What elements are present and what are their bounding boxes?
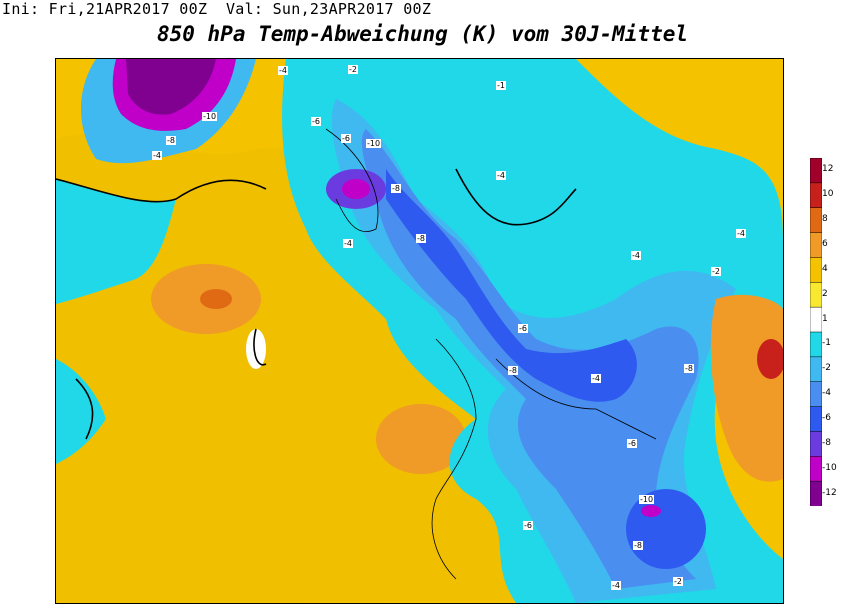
contour-label: -6 [518, 324, 528, 333]
colorbar-tick-label: 12 [822, 164, 834, 175]
contour-label: -8 [684, 364, 694, 373]
colorbar-segment [810, 331, 822, 358]
contour-label: -8 [416, 234, 426, 243]
colorbar-tick-label: 10 [822, 189, 834, 200]
colorbar-segment [810, 207, 822, 234]
contour-label: -2 [711, 267, 721, 276]
colorbar-tick-label: 6 [822, 239, 828, 249]
contour-label: -4 [631, 251, 641, 260]
colorbar-tick-label: 8 [822, 214, 828, 225]
colorbar-tick-label: 1 [822, 313, 828, 324]
anomaly-field [56, 59, 783, 603]
colorbar-tick-label: -1 [822, 338, 831, 349]
contour-label: -8 [391, 184, 401, 193]
contour-label: -10 [366, 139, 382, 148]
colorbar-tick-label: -4 [822, 388, 831, 399]
legend-colorbar [810, 158, 822, 506]
temperature-anomaly-map: -4 -2 -1 -10 -6 -8 -4 -6 -10 -8 -8 -4 -6… [55, 58, 784, 604]
colorbar-tick-label: -10 [822, 462, 837, 473]
contour-label: -2 [348, 65, 358, 74]
contour-label: -10 [639, 495, 655, 504]
contour-label: -4 [591, 374, 601, 383]
contour-label: -10 [202, 112, 218, 121]
colorbar-segment [810, 158, 822, 184]
colorbar-segment [810, 381, 822, 408]
colorbar-segment [810, 480, 822, 506]
colorbar-tick-label: -8 [822, 437, 831, 448]
init-valid-time: Ini: Fri,21APR2017 00Z Val: Sun,23APR201… [2, 0, 432, 18]
colorbar-segment [810, 356, 822, 383]
map-title: 850 hPa Temp-Abweichung (K) vom 30J-Mitt… [156, 22, 688, 46]
contour-label: -4 [278, 66, 288, 75]
colorbar-tick-label: -12 [822, 487, 837, 498]
contour-label: -6 [523, 521, 533, 530]
contour-label: -4 [343, 239, 353, 248]
colorbar-segment [810, 282, 822, 308]
colorbar-segment [810, 182, 822, 209]
colorbar-tick-label: -6 [822, 413, 831, 423]
contour-label: -2 [673, 577, 683, 586]
contour-label: -6 [627, 439, 637, 448]
contour-label: -6 [311, 117, 321, 126]
contour-label: -8 [166, 136, 176, 145]
contour-label: -4 [736, 229, 746, 238]
colorbar-segment [810, 306, 822, 333]
colorbar-segment [810, 406, 822, 433]
contour-label: -1 [496, 81, 506, 90]
colorbar-segment [810, 456, 822, 482]
contour-label: -6 [341, 134, 351, 143]
contour-label: -8 [633, 541, 643, 550]
contour-label: -8 [508, 366, 518, 375]
contour-label: -4 [496, 171, 506, 180]
colorbar-tick-label: -2 [822, 363, 831, 374]
colorbar-tick-label: 2 [822, 288, 828, 299]
contour-label: -4 [611, 581, 621, 590]
colorbar-segment [810, 431, 822, 458]
colorbar-segment [810, 257, 822, 284]
colorbar-segment [810, 232, 822, 259]
colorbar-tick-label: 4 [822, 263, 828, 274]
contour-label: -4 [152, 151, 162, 160]
